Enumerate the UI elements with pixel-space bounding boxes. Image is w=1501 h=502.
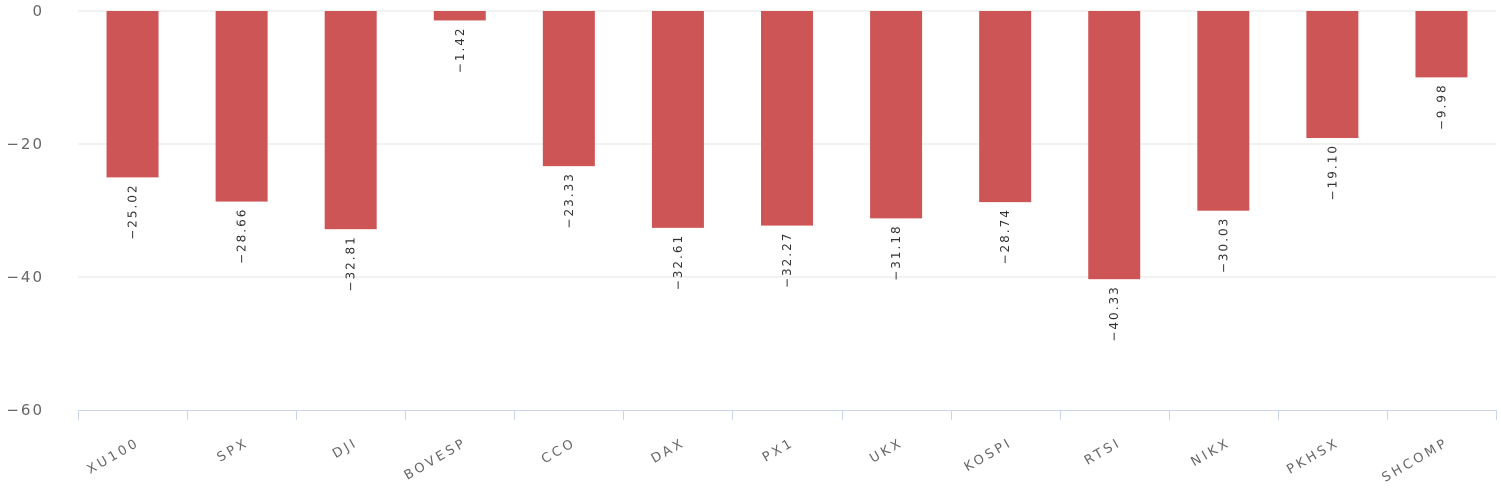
bar-pkhsx: [1306, 11, 1359, 139]
data-label: −23.33: [562, 172, 576, 228]
x-tick-label: KOSPI: [962, 435, 1015, 474]
bar-px1: [761, 11, 813, 226]
bar-dax: [651, 11, 704, 228]
x-tick-label: RTSI: [1082, 435, 1124, 468]
bar-rtsi: [1088, 11, 1141, 280]
data-labels: −25.02 −28.66 −32.81 −1.42 −23.33 −32.61 −32.2…: [126, 26, 1449, 341]
bars: [106, 11, 1468, 280]
x-tick-label: PKHSX: [1284, 435, 1342, 477]
bar-shcomp: [1415, 11, 1468, 78]
bar-dji: [324, 11, 377, 230]
x-tick-label: XU100: [85, 435, 143, 477]
data-label: −40.33: [1107, 285, 1121, 341]
data-label: −31.18: [889, 224, 903, 280]
x-tick-label: BOVESP: [402, 435, 470, 483]
data-label: −32.27: [780, 232, 794, 288]
data-label: −1.42: [453, 26, 467, 73]
bar-nikx: [1197, 11, 1250, 211]
y-tick-label: −60: [6, 401, 44, 419]
y-tick-label: −20: [6, 135, 44, 153]
data-label: −32.81: [344, 235, 358, 291]
bar-bovesp: [433, 11, 486, 21]
bar-xu100: [106, 11, 159, 178]
data-label: −28.66: [235, 208, 249, 264]
x-tick-label: DAX: [649, 435, 688, 466]
data-label: −30.03: [1216, 217, 1230, 273]
x-axis: XU100 SPX DJI BOVESP CCO DAX PX1 UKX KOSPI RTSI NI…: [78, 410, 1497, 486]
bar-ukx: [870, 11, 923, 219]
x-tick-label: CCO: [539, 435, 579, 467]
x-tick-label: SPX: [215, 435, 252, 465]
data-label: −9.98: [1434, 83, 1448, 130]
x-tick-label: DJI: [330, 435, 361, 461]
bar-spx: [215, 11, 268, 202]
y-axis-ticks: 0 −20 −40 −60: [6, 2, 44, 419]
data-label: −25.02: [126, 183, 140, 239]
data-label: −32.61: [671, 234, 685, 290]
x-tick-label: SHCOMP: [1380, 435, 1452, 485]
x-tick-label: UKX: [867, 435, 906, 466]
bar-kospi: [979, 11, 1032, 203]
data-label: −28.74: [998, 208, 1012, 264]
data-label: −19.10: [1325, 144, 1339, 200]
x-tick-label: NIKX: [1189, 435, 1234, 469]
x-tick-label: PX1: [760, 435, 797, 465]
y-tick-label: 0: [32, 2, 44, 20]
bar-cco: [542, 11, 595, 167]
y-tick-label: −40: [6, 268, 44, 286]
